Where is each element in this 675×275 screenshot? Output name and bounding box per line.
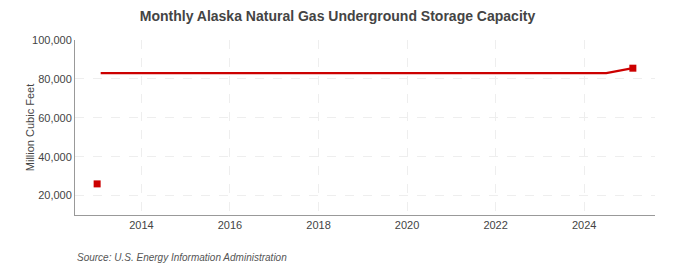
svg-text:2022: 2022	[483, 219, 507, 231]
svg-text:Million Cubic Feet: Million Cubic Feet	[24, 84, 36, 171]
svg-text:2016: 2016	[218, 219, 242, 231]
svg-text:2014: 2014	[129, 219, 153, 231]
svg-text:80,000: 80,000	[38, 73, 72, 85]
svg-text:2018: 2018	[306, 219, 330, 231]
svg-text:20,000: 20,000	[38, 189, 72, 201]
svg-text:Monthly Alaska Natural Gas Und: Monthly Alaska Natural Gas Underground S…	[140, 8, 536, 24]
svg-text:2024: 2024	[572, 219, 596, 231]
svg-text:40,000: 40,000	[38, 151, 72, 163]
svg-text:2020: 2020	[395, 219, 419, 231]
svg-text:100,000: 100,000	[32, 34, 72, 46]
svg-text:Source: U.S. Energy Informatio: Source: U.S. Energy Information Administ…	[77, 252, 287, 263]
svg-text:60,000: 60,000	[38, 112, 72, 124]
